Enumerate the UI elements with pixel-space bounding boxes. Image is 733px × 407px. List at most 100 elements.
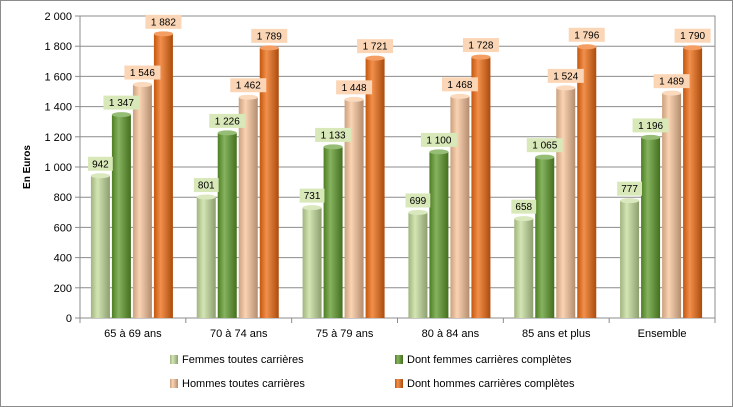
legend-label: Dont hommes carrières complètes (407, 378, 575, 390)
bar (132, 84, 152, 318)
legend-swatch (170, 379, 178, 388)
data-label-box (462, 38, 499, 53)
data-label-box (674, 28, 711, 43)
bar-top (238, 94, 258, 100)
data-label: 1 448 (342, 83, 367, 94)
y-tick-label: 1 000 (44, 162, 72, 174)
category-label: 85 ans et plus (522, 328, 591, 340)
data-label: 1 100 (426, 135, 451, 146)
bar-top (90, 173, 110, 179)
bar (153, 33, 173, 319)
bar-top (535, 154, 555, 160)
bar-top (302, 205, 322, 211)
legend-label: Femmes toutes carrières (182, 354, 304, 366)
y-tick-label: 1 400 (44, 102, 72, 114)
data-label-box (547, 68, 584, 83)
data-label-box (315, 127, 352, 142)
category-label: Ensemble (638, 328, 687, 340)
bar (111, 114, 131, 318)
bar-top (323, 144, 343, 150)
bar-top (620, 198, 640, 204)
legend-label: Hommes toutes carrières (182, 378, 305, 390)
y-tick-label: 400 (54, 253, 72, 265)
y-tick-label: 800 (54, 192, 72, 204)
bar (238, 97, 258, 318)
data-label-box (88, 156, 113, 171)
data-label: 1 347 (109, 98, 134, 109)
data-label-box (511, 199, 537, 214)
bar (302, 207, 322, 318)
y-tick-label: 0 (66, 313, 72, 325)
data-label-box (617, 181, 642, 196)
bar (344, 99, 364, 319)
y-tick-label: 600 (54, 222, 72, 234)
bar-top (683, 45, 703, 51)
bar (535, 157, 555, 318)
data-label-box (299, 188, 325, 203)
bar-top (514, 216, 534, 222)
data-label: 1 196 (638, 121, 663, 132)
bar (471, 57, 491, 319)
data-label-box (103, 95, 140, 110)
bar-top (662, 90, 682, 96)
data-label: 658 (515, 202, 532, 213)
category-label: 70 à 74 ans (210, 328, 268, 340)
bar-top (556, 85, 576, 91)
data-label: 1 790 (680, 31, 705, 42)
data-label-box (420, 132, 457, 147)
bar (514, 218, 534, 318)
bar-top (132, 82, 152, 88)
y-tick-label: 200 (54, 283, 72, 295)
data-label: 1 524 (553, 71, 578, 82)
bar-top (153, 31, 173, 37)
category-label: 80 à 84 ans (422, 328, 480, 340)
data-label: 1 882 (151, 17, 176, 28)
data-label: 1 226 (215, 116, 240, 127)
bar (683, 47, 703, 319)
data-label-box (632, 118, 669, 133)
y-tick-label: 1 200 (44, 132, 72, 144)
bar-top (641, 134, 661, 140)
data-label-box (209, 113, 246, 128)
bar (620, 200, 640, 318)
bar (217, 132, 237, 318)
bar-top (217, 130, 237, 136)
data-label: 1 133 (321, 130, 346, 141)
y-axis-title: En Euros (22, 145, 33, 189)
data-label: 801 (198, 181, 215, 192)
bar (429, 151, 449, 318)
legend-swatch (170, 355, 178, 364)
y-tick-label: 2 000 (44, 11, 72, 23)
data-label-box (405, 193, 431, 208)
bar-top (408, 209, 428, 215)
data-label-box (251, 28, 288, 43)
bar (450, 96, 470, 318)
data-label: 1 468 (447, 80, 472, 91)
data-label-box (124, 65, 161, 80)
bar-top (365, 55, 385, 61)
data-label-box (336, 80, 373, 95)
data-label: 1 462 (236, 81, 261, 92)
bar (641, 137, 661, 318)
bar-top (111, 112, 131, 118)
bar (90, 175, 110, 318)
bar (323, 146, 343, 318)
data-label-box (441, 77, 478, 92)
data-label: 1 796 (574, 30, 599, 41)
y-tick-label: 1 800 (44, 41, 72, 53)
legend-swatch (395, 355, 403, 364)
data-label: 942 (92, 159, 109, 170)
data-label-box (357, 39, 394, 54)
category-label: 65 à 69 ans (104, 328, 162, 340)
data-label-box (193, 178, 219, 193)
bar (556, 87, 576, 318)
bar-top (471, 54, 491, 60)
data-label: 731 (304, 191, 321, 202)
bar (577, 46, 597, 318)
data-label-box (526, 138, 563, 153)
data-label: 1 789 (257, 31, 282, 42)
data-label: 1 489 (659, 77, 684, 88)
category-label: 75 à 79 ans (316, 328, 374, 340)
bar (259, 47, 279, 319)
